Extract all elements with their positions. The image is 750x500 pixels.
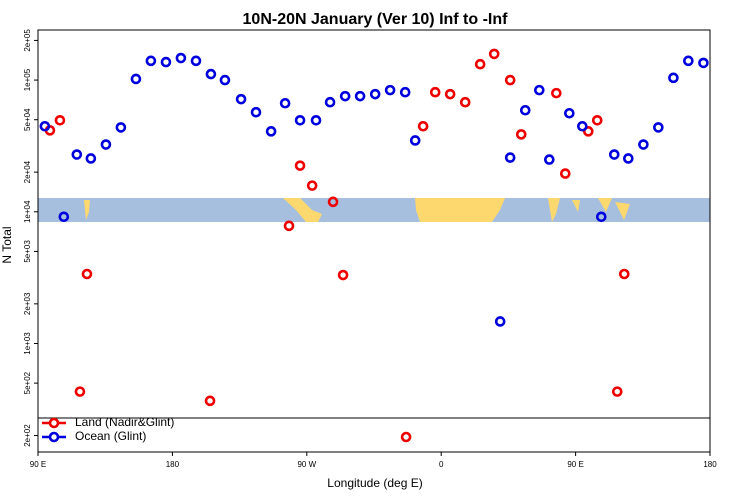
- point: [54, 114, 66, 126]
- point: [265, 126, 277, 137]
- point: [444, 88, 456, 100]
- point: [337, 269, 349, 281]
- y-tick-label: 5e+04: [23, 108, 32, 131]
- point: [551, 87, 562, 99]
- point: [494, 316, 506, 327]
- point: [306, 180, 318, 191]
- point: [204, 395, 216, 407]
- x-axis-label: Longitude (deg E): [327, 476, 422, 490]
- point: [608, 149, 620, 160]
- point: [582, 126, 594, 137]
- point: [399, 86, 411, 98]
- x-tick-label: 90 E: [30, 460, 46, 469]
- point: [474, 58, 486, 70]
- x-tick-label: 90 W: [297, 460, 316, 469]
- point: [683, 55, 694, 67]
- point: [653, 122, 664, 133]
- point: [283, 220, 295, 232]
- x-tick-label: 180: [166, 460, 180, 469]
- point: [219, 74, 231, 86]
- point: [235, 93, 247, 105]
- y-tick-label: 2e+05: [23, 29, 32, 52]
- point: [519, 104, 531, 116]
- point: [327, 196, 339, 208]
- point: [100, 139, 112, 150]
- x-tick-label: 180: [703, 460, 717, 469]
- point: [488, 48, 500, 60]
- point: [400, 431, 412, 443]
- legend-marker: [48, 431, 60, 443]
- y-axis-label: N Total: [0, 226, 14, 263]
- point: [515, 129, 527, 140]
- point: [638, 139, 649, 150]
- point: [429, 86, 441, 98]
- point: [74, 386, 86, 397]
- point: [324, 96, 336, 108]
- y-tick-label: 2e+02: [23, 424, 32, 447]
- y-tick-label: 2e+04: [23, 160, 32, 183]
- y-tick-label: 1e+03: [23, 332, 32, 355]
- point: [618, 268, 630, 280]
- y-tick-label: 5e+03: [23, 240, 32, 263]
- point: [205, 68, 217, 80]
- chart-title: 10N-20N January (Ver 10) Inf to -Inf: [243, 11, 509, 28]
- point: [294, 160, 306, 171]
- point: [294, 114, 306, 126]
- point: [595, 211, 607, 223]
- x-tick-label: 0: [439, 460, 444, 469]
- point: [591, 114, 603, 126]
- point: [115, 122, 127, 133]
- legend-marker: [48, 417, 60, 429]
- point: [459, 96, 471, 108]
- point: [58, 211, 70, 223]
- point: [354, 90, 366, 102]
- point: [577, 120, 588, 132]
- point: [250, 106, 262, 118]
- point: [504, 74, 516, 86]
- point: [369, 88, 381, 100]
- point: [130, 73, 142, 85]
- point: [698, 57, 709, 69]
- point: [564, 107, 575, 119]
- point: [504, 152, 516, 163]
- point: [145, 55, 157, 67]
- point: [544, 154, 555, 165]
- y-tick-label: 2e+03: [23, 292, 32, 315]
- legend-label: Ocean (Glint): [75, 429, 146, 443]
- point: [611, 386, 623, 397]
- point: [39, 120, 51, 132]
- point: [409, 135, 421, 146]
- point: [559, 168, 571, 179]
- point: [339, 90, 351, 102]
- y-tick-label: 1e+05: [23, 68, 32, 91]
- y-tick-label: 5e+02: [23, 371, 32, 394]
- point: [384, 84, 396, 96]
- point: [623, 153, 634, 164]
- point: [190, 55, 202, 67]
- legend-label: Land (Nadir&Glint): [75, 415, 174, 429]
- map-band: [38, 198, 710, 222]
- point: [175, 52, 187, 64]
- point: [160, 56, 172, 68]
- plot-frame: [37, 29, 711, 453]
- x-tick-label: 90 E: [567, 460, 583, 469]
- y-tick-label: 1e+04: [23, 200, 32, 223]
- point: [85, 153, 97, 164]
- point: [81, 268, 93, 280]
- point: [668, 72, 679, 84]
- point: [534, 84, 545, 96]
- point: [71, 149, 83, 160]
- point: [417, 120, 429, 132]
- point: [279, 97, 291, 109]
- point: [310, 114, 322, 126]
